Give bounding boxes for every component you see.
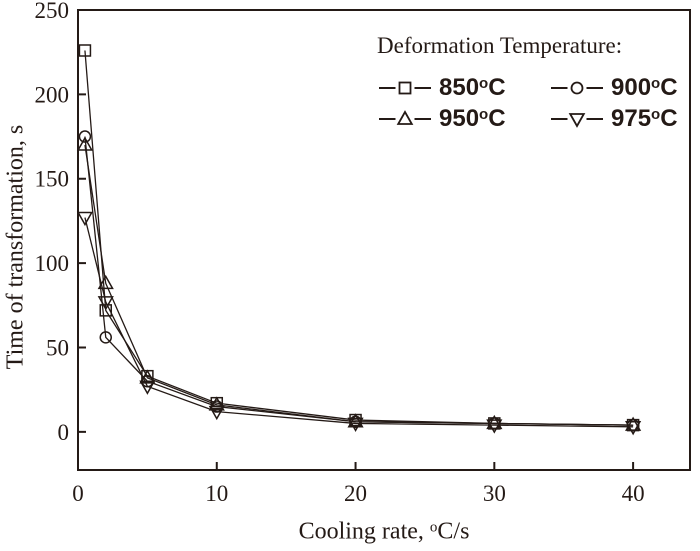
square-marker-icon [398,81,412,95]
triangle-down-marker-icon [551,113,603,128]
legend-item-950c: 950oC [379,105,506,133]
legend-item-850c: 850oC [379,74,506,102]
circle-marker-icon [99,331,113,344]
square-marker-icon [99,304,113,317]
triangle-up-marker-icon [76,136,94,151]
x-tick-label: 0 [72,481,84,506]
x-tick-label: 30 [483,481,506,506]
triangle-up-marker-icon [97,274,114,290]
triangle-down-marker-icon [486,419,503,434]
y-tick-label: 200 [35,82,70,107]
square-marker-icon [379,81,431,95]
x-tick-label: 10 [205,481,228,506]
y-tick-label: 50 [46,335,69,360]
y-tick-label: 250 [35,0,70,23]
triangle-down-marker-icon [347,417,364,432]
legend-title: Deformation Temperature: [377,33,623,58]
series-line-900c [84,136,634,426]
legend-item-label: 950oC [439,105,506,132]
triangle-up-marker-icon [396,110,414,125]
triangle-down-marker-icon [208,405,225,421]
circle-marker-icon [570,81,584,95]
y-tick-label: 100 [35,251,70,276]
legend-item-label: 975oC [611,105,678,132]
triangle-down-marker-icon [97,296,114,311]
x-tick-label: 40 [622,481,645,506]
triangle-up-marker-icon [486,414,503,430]
legend-item-975c: 975oC [551,105,678,133]
triangle-up-marker-icon [347,413,364,428]
series-line-975c [84,217,634,428]
x-axis-label: Cooling rate, oC/s [298,518,470,545]
y-tick-label: 150 [35,167,70,192]
x-tick-label: 20 [344,481,367,506]
triangle-up-marker-icon [379,110,431,125]
triangle-down-marker-icon [568,113,586,128]
circle-marker-icon [78,130,92,143]
triangle-down-marker-icon [76,211,94,227]
y-tick-label: 0 [58,420,70,445]
legend-item-900c: 900oC [551,74,678,102]
series-line-950c [84,144,634,426]
plot-frame [77,9,691,471]
circle-marker-icon [551,81,603,95]
legend-item-label: 850oC [439,74,506,101]
y-axis-label: Time of transformation, s [2,124,29,370]
triangle-up-marker-icon [625,416,642,431]
triangle-down-marker-icon [139,380,156,395]
triangle-up-marker-icon [139,369,156,384]
triangle-down-marker-icon [625,421,642,436]
legend-item-label: 900oC [611,74,678,101]
square-marker-icon [78,44,92,57]
triangle-up-marker-icon [208,396,225,411]
